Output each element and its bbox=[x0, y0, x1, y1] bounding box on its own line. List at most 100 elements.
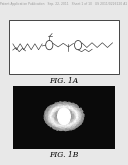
Point bbox=[71, 115, 73, 118]
Point bbox=[60, 126, 62, 129]
Point bbox=[59, 107, 61, 110]
Point bbox=[68, 126, 70, 129]
Point bbox=[69, 120, 71, 122]
Point bbox=[75, 111, 77, 113]
Point bbox=[68, 112, 70, 115]
Point bbox=[59, 128, 61, 131]
Point bbox=[76, 110, 78, 113]
Point bbox=[55, 121, 57, 124]
Point bbox=[50, 115, 52, 117]
Point bbox=[51, 108, 53, 111]
Point bbox=[69, 104, 71, 106]
Point bbox=[54, 108, 56, 111]
Point bbox=[66, 128, 68, 131]
Point bbox=[58, 108, 60, 110]
Point bbox=[67, 127, 69, 129]
Point bbox=[71, 109, 73, 112]
Point bbox=[71, 110, 73, 113]
Point bbox=[54, 109, 56, 112]
Point bbox=[81, 117, 83, 120]
Point bbox=[47, 113, 49, 116]
Point bbox=[77, 113, 79, 116]
Point bbox=[56, 111, 58, 114]
Point bbox=[75, 111, 77, 113]
Point bbox=[79, 117, 81, 120]
Point bbox=[54, 120, 56, 122]
Point bbox=[62, 102, 64, 105]
Point bbox=[62, 125, 64, 128]
Point bbox=[51, 107, 53, 110]
Point bbox=[66, 104, 68, 107]
Point bbox=[59, 125, 61, 127]
Point bbox=[57, 106, 59, 108]
Point bbox=[58, 126, 60, 128]
Point bbox=[56, 116, 58, 118]
Point bbox=[61, 121, 63, 123]
Point bbox=[46, 111, 48, 114]
Point bbox=[71, 105, 73, 108]
Point bbox=[64, 123, 66, 126]
Point bbox=[56, 116, 58, 119]
Point bbox=[58, 106, 60, 109]
Point bbox=[74, 124, 76, 127]
Point bbox=[59, 105, 61, 107]
Point bbox=[48, 118, 50, 120]
Point bbox=[57, 111, 59, 114]
Point bbox=[79, 117, 81, 119]
Point bbox=[58, 106, 61, 109]
Point bbox=[66, 110, 68, 112]
Point bbox=[67, 110, 69, 113]
Point bbox=[69, 118, 71, 121]
Point bbox=[54, 108, 56, 110]
Point bbox=[52, 109, 54, 111]
Point bbox=[69, 120, 71, 123]
Point bbox=[47, 121, 50, 124]
Point bbox=[72, 109, 74, 112]
Point bbox=[66, 122, 68, 125]
Point bbox=[78, 123, 80, 126]
Point bbox=[59, 120, 61, 123]
Point bbox=[55, 106, 57, 108]
Point bbox=[77, 115, 79, 117]
Point bbox=[75, 116, 77, 118]
Point bbox=[58, 109, 60, 111]
Point bbox=[56, 114, 58, 116]
Point bbox=[54, 125, 56, 128]
Point bbox=[68, 120, 70, 122]
Point bbox=[69, 127, 71, 129]
Point bbox=[66, 108, 68, 111]
Point bbox=[50, 122, 52, 125]
Point bbox=[71, 123, 73, 126]
Point bbox=[66, 120, 68, 122]
Point bbox=[77, 111, 79, 114]
Point bbox=[64, 123, 66, 125]
Point bbox=[68, 124, 71, 127]
Point bbox=[52, 116, 55, 118]
Point bbox=[68, 104, 70, 106]
Point bbox=[54, 121, 56, 123]
Point bbox=[73, 127, 76, 130]
Point bbox=[71, 103, 73, 106]
Point bbox=[48, 109, 50, 112]
Point bbox=[54, 126, 56, 128]
Point bbox=[59, 105, 61, 108]
Point bbox=[77, 112, 79, 115]
Point bbox=[65, 105, 67, 108]
Point bbox=[49, 120, 51, 123]
Point bbox=[63, 101, 65, 103]
Point bbox=[73, 117, 75, 119]
Point bbox=[82, 118, 84, 120]
Point bbox=[54, 109, 56, 112]
Point bbox=[59, 109, 61, 112]
Point bbox=[73, 108, 75, 111]
Point bbox=[71, 113, 73, 116]
Point bbox=[71, 109, 73, 111]
Point bbox=[54, 109, 56, 112]
Point bbox=[47, 121, 49, 124]
Point bbox=[55, 106, 57, 109]
Point bbox=[72, 127, 74, 130]
Point bbox=[75, 110, 77, 112]
Point bbox=[71, 111, 73, 114]
Point bbox=[66, 109, 68, 112]
Point bbox=[54, 128, 56, 130]
